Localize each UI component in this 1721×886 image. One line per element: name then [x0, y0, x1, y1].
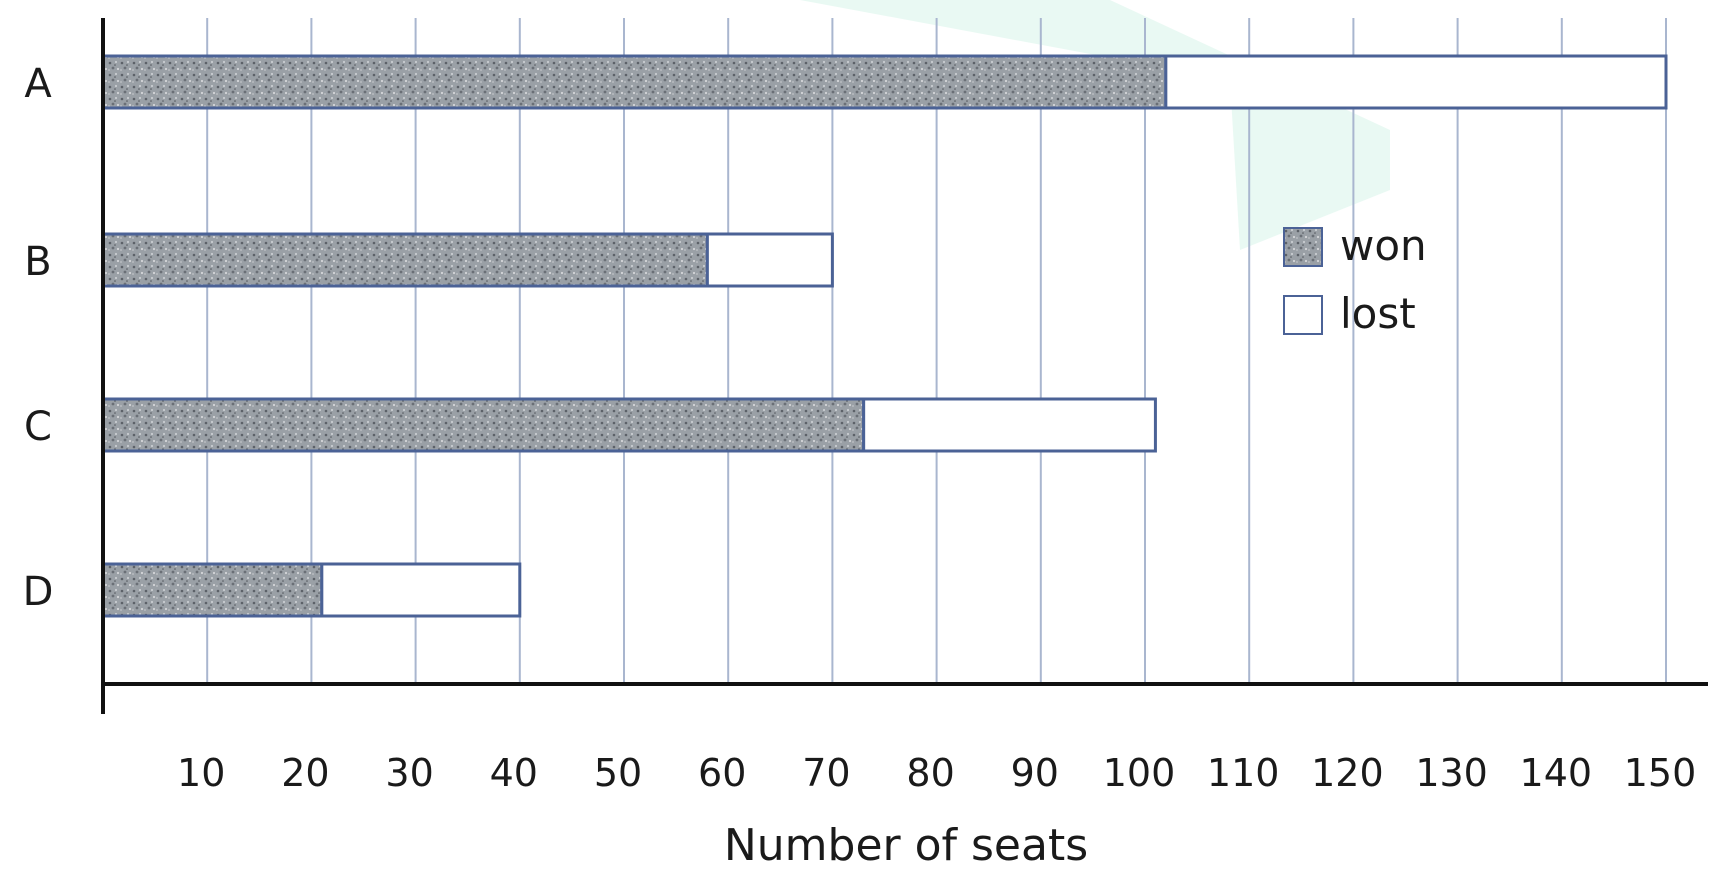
bar-lost-b	[705, 232, 834, 288]
bar-lost-d	[320, 562, 522, 618]
x-tick-label-40: 40	[490, 751, 538, 795]
category-label-b: B	[24, 239, 51, 285]
category-label-d: D	[23, 569, 54, 615]
x-axis-title: Number of seats	[724, 820, 1088, 871]
legend: won lost	[1283, 221, 1427, 338]
legend-lost-label: lost	[1340, 289, 1416, 338]
category-label-c: C	[24, 404, 52, 450]
x-tick-label-120: 120	[1311, 751, 1384, 795]
x-tick-label-90: 90	[1011, 751, 1059, 795]
x-tick-label-60: 60	[698, 751, 746, 795]
bars	[101, 54, 1668, 618]
bar-won-c	[101, 397, 866, 453]
x-tick-label-140: 140	[1520, 751, 1593, 795]
x-tick-label-110: 110	[1207, 751, 1280, 795]
x-tick-label-20: 20	[281, 751, 329, 795]
legend-won-swatch	[1283, 227, 1323, 267]
bar-lost-a	[1164, 54, 1668, 110]
x-tick-label-100: 100	[1103, 751, 1176, 795]
bar-won-d	[101, 562, 324, 618]
x-tick-label-130: 130	[1415, 751, 1488, 795]
bar-won-b	[101, 232, 709, 288]
x-tick-labels: 10 20 30 40 50 60 70 80 90 100 110 120 130 140 150	[177, 751, 1696, 795]
bar-lost-c	[862, 397, 1157, 453]
grid-lines	[206, 18, 1667, 684]
legend-lost-swatch	[1283, 295, 1323, 335]
x-tick-label-30: 30	[385, 751, 433, 795]
x-tick-label-150: 150	[1624, 751, 1697, 795]
category-labels: A B C D	[23, 61, 54, 615]
x-tick-label-70: 70	[802, 751, 850, 795]
x-tick-label-10: 10	[177, 751, 225, 795]
x-tick-label-80: 80	[906, 751, 954, 795]
category-label-a: A	[24, 61, 52, 107]
x-tick-label-50: 50	[594, 751, 642, 795]
bar-won-a	[101, 54, 1168, 110]
watermark-shape	[800, 0, 1390, 250]
legend-won-label: won	[1340, 221, 1427, 270]
